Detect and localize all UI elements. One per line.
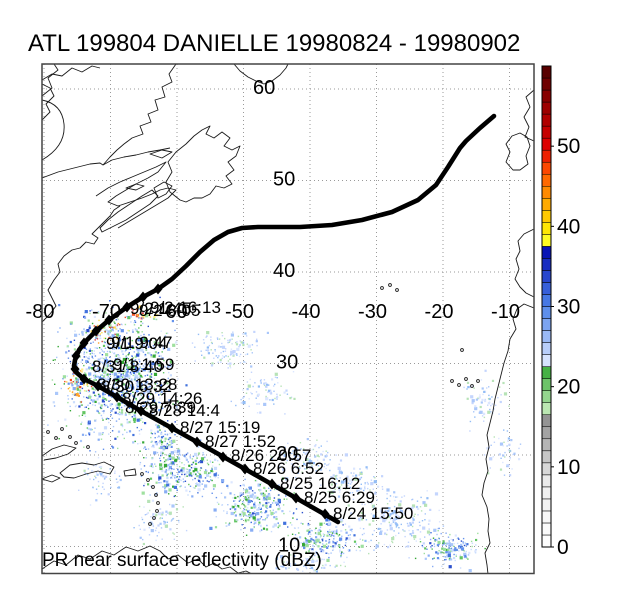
lon-tick-label: -10	[491, 301, 520, 323]
colorbar-tick-label: 0	[557, 536, 569, 559]
overpass-diamond-icon	[70, 363, 80, 375]
lon-tick-label: -50	[225, 301, 254, 323]
lon-tick-label: -80	[26, 301, 55, 323]
overpass-time-label: 8/30 6:32	[101, 377, 172, 396]
colorbar-tick-label: 10	[557, 456, 580, 479]
overpass-diamond-icon	[104, 314, 114, 326]
overpass-time-label: 8/26 20:57	[231, 446, 311, 465]
overpass-labels: 8/24 15:508/25 6:298/25 16:128/26 6:528/…	[92, 298, 413, 523]
overpass-time-label: 9/1 9:47	[111, 333, 172, 352]
overpass-time-label: 8/29 7:39	[125, 398, 196, 417]
storm-track-line	[71, 113, 497, 525]
overpass-diamond-icon	[240, 463, 250, 475]
overpass-time-label: 8/25 6:29	[304, 488, 375, 507]
lat-tick-label: 40	[273, 260, 295, 282]
colorbar: 0 10 20 30 40 50	[541, 65, 580, 559]
lat-tick-label: 60	[253, 77, 275, 99]
overpass-diamond-icon	[112, 391, 122, 403]
overpass-time-label: 9/2 8:05	[139, 301, 200, 320]
overpass-time-label: 9/1 1:59	[113, 355, 174, 374]
lat-tick-label: 10	[278, 535, 300, 557]
overpass-time-label: 9/2 1:45	[130, 299, 191, 318]
overpass-time-label: 9/1 9:04	[106, 334, 167, 353]
colorbar-tick-label: 50	[557, 135, 580, 158]
overpass-time-label: 8/29 14:26	[122, 389, 202, 408]
overpass-time-label: 8/28 14:4	[149, 401, 220, 420]
colorbar-tick-label: 30	[557, 296, 580, 319]
overpass-diamond-icon	[93, 380, 103, 392]
overpass-diamond-icon	[136, 405, 146, 417]
overpass-diamond-icon	[79, 337, 89, 349]
lat-tick-label: 50	[273, 169, 295, 191]
coastlines	[42, 64, 534, 574]
overpass-diamond-icon	[122, 301, 132, 313]
lon-tick-label: -20	[425, 301, 454, 323]
overpass-diamond-icon	[320, 508, 330, 520]
lon-tick-label: -60	[159, 301, 188, 323]
lon-tick-label: -40	[292, 301, 321, 323]
plot-title: ATL 199804 DANIELLE 19980824 - 19980902	[28, 30, 521, 57]
overpass-diamond-icon	[138, 291, 148, 303]
colorbar-tick-label: 20	[557, 376, 580, 399]
map-frame	[41, 63, 535, 575]
axis-labels: -80 -70 -60 -50 -40 -30 -20 -10 60 50 40 30 20 10	[26, 77, 520, 557]
overpass-diamond-icon	[218, 451, 228, 463]
overpass-time-label: 8/27 1:52	[205, 432, 276, 451]
overpass-diamond-icon	[79, 373, 89, 385]
overpass-diamond-icon	[71, 350, 81, 362]
overpass-time-label: 8/26 6:52	[253, 459, 324, 478]
overpass-diamond-icon	[167, 422, 177, 434]
overpass-markers	[70, 283, 330, 520]
lon-tick-label: -70	[92, 301, 121, 323]
overpass-diamond-icon	[267, 478, 277, 490]
overpass-diamond-icon	[91, 325, 101, 337]
overpass-diamond-icon	[291, 492, 301, 504]
lon-tick-label: -30	[358, 301, 387, 323]
overpass-time-label: 9/2 16:13	[150, 298, 221, 317]
overpass-time-label: 8/24 15:50	[333, 504, 413, 523]
lat-tick-label: 30	[276, 352, 298, 374]
graticule	[42, 64, 534, 574]
overpass-time-label: 8/25 16:12	[280, 474, 360, 493]
lat-tick-label: 20	[276, 443, 298, 465]
overpass-time-label: 8/31 8:40	[92, 357, 163, 376]
overpass-diamond-icon	[153, 283, 163, 295]
overpass-diamond-icon	[192, 436, 202, 448]
overpass-time-label: 8/30 13:28	[97, 375, 177, 394]
overpass-time-label: 8/27 15:19	[180, 418, 260, 437]
colorbar-tick-label: 40	[557, 215, 580, 238]
